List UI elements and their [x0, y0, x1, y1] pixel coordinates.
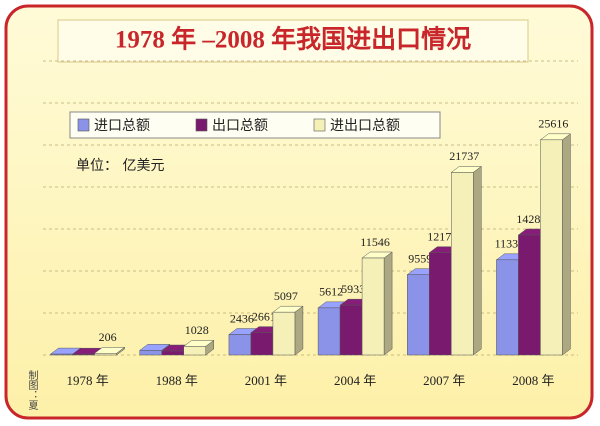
bar-side: [383, 251, 393, 356]
data-label: 5612: [319, 285, 343, 299]
data-label: 206: [99, 330, 117, 344]
data-label: 5097: [274, 289, 298, 303]
legend: [69, 111, 441, 139]
bar: [518, 234, 541, 356]
bar: [72, 353, 95, 356]
x-tick-label: 2007 年: [423, 373, 465, 388]
bar: [339, 304, 363, 356]
bar: [361, 257, 385, 356]
data-label: 12178: [427, 229, 457, 243]
x-tick-label: 2008 年: [512, 373, 554, 388]
legend-swatch: [77, 118, 90, 132]
data-label: 9559: [408, 251, 432, 265]
x-tick-label: 2001 年: [245, 373, 287, 388]
bar: [317, 307, 341, 356]
legend-swatch: [313, 118, 326, 132]
bar: [407, 274, 430, 356]
bar: [228, 334, 252, 356]
data-label: 25616: [538, 117, 568, 131]
bar: [161, 350, 184, 356]
data-label: 5933: [341, 282, 365, 296]
legend-label: 出口总额: [212, 118, 268, 134]
bar: [496, 259, 519, 356]
bar: [50, 353, 73, 356]
legend-label: 进出口总额: [330, 118, 400, 134]
bar-side: [294, 305, 304, 356]
bar: [183, 346, 206, 356]
data-label: 2436: [230, 311, 254, 325]
data-label: 2661: [252, 309, 276, 323]
bar: [139, 350, 162, 356]
data-label: 14285: [516, 212, 546, 226]
bar: [272, 311, 296, 356]
data-label: 11331: [495, 237, 525, 251]
chart-title: 1978 年 –2008 年我国进出口情况: [115, 25, 471, 54]
unit-label: 单位： 亿美元: [76, 158, 164, 174]
x-tick-label: 1988 年: [156, 373, 198, 388]
bar: [429, 252, 452, 356]
legend-label: 进口总额: [94, 118, 150, 134]
legend-swatch: [195, 118, 208, 132]
data-label: 1028: [185, 323, 209, 337]
credit: 制图：夏: [26, 369, 38, 410]
bar: [94, 353, 117, 356]
title-box: [57, 19, 529, 63]
bar-side: [562, 133, 571, 356]
frame: [4, 4, 594, 420]
data-label: 11546: [360, 235, 390, 249]
bar: [540, 139, 563, 356]
bar: [451, 172, 474, 356]
bar: [250, 332, 274, 356]
x-tick-label: 2004 年: [334, 373, 376, 388]
data-label: 21737: [449, 149, 479, 163]
bar-side: [473, 165, 482, 356]
x-tick-label: 1978 年: [66, 373, 108, 388]
